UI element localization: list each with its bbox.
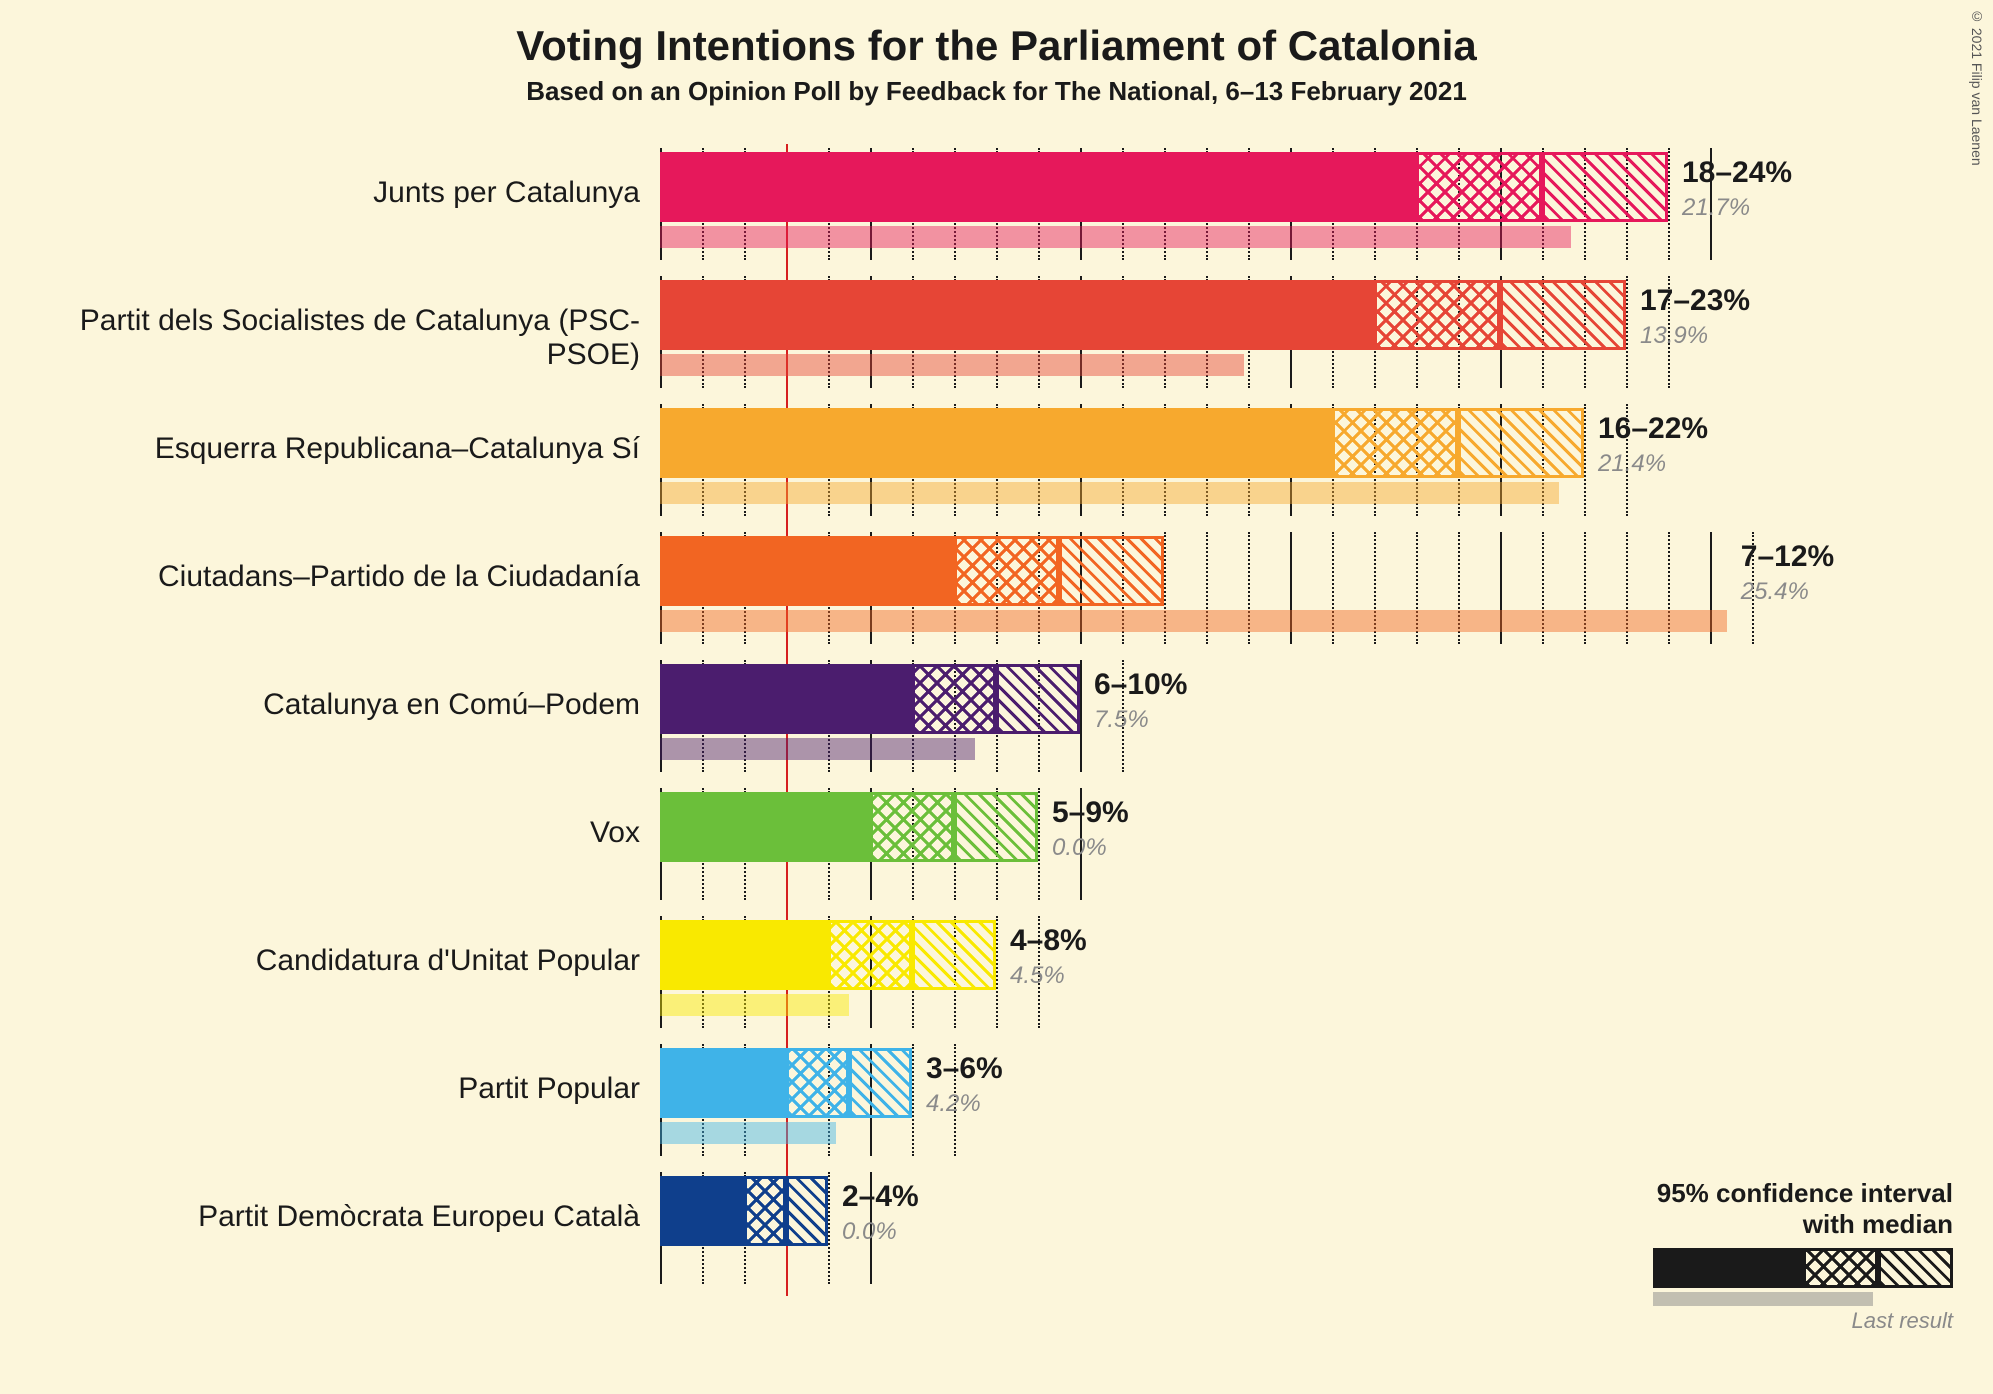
bar-solid — [660, 1048, 786, 1118]
range-label: 4–8% — [1010, 924, 1087, 958]
bar-crosshatch — [1416, 152, 1542, 222]
party-row: Junts per Catalunya 18–24% 21.7% — [0, 144, 1993, 272]
bar-crosshatch — [786, 1048, 849, 1118]
party-label: Candidatura d'Unitat Popular — [256, 944, 640, 978]
legend-diagonal — [1878, 1248, 1953, 1288]
bar-solid — [660, 152, 1416, 222]
party-label: Partit Demòcrata Europeu Català — [198, 1200, 640, 1234]
bar-last-result — [660, 226, 1571, 248]
legend-solid — [1653, 1248, 1803, 1288]
minor-gridline — [1668, 148, 1672, 260]
range-label: 6–10% — [1094, 668, 1187, 702]
bar-diagonal — [912, 920, 996, 990]
bar-crosshatch — [1332, 408, 1458, 478]
legend-title-line2: with median — [1803, 1209, 1953, 1239]
bar-last-result — [660, 482, 1559, 504]
last-result-label: 0.0% — [842, 1218, 897, 1246]
bar-crosshatch — [912, 664, 996, 734]
bar-diagonal — [1542, 152, 1668, 222]
last-result-label: 4.2% — [926, 1090, 981, 1118]
minor-gridline — [1584, 404, 1588, 516]
bar-crosshatch — [870, 792, 954, 862]
party-row: Candidatura d'Unitat Popular 4–8% 4.5% — [0, 912, 1993, 1040]
bar-diagonal — [1059, 536, 1164, 606]
last-result-label: 7.5% — [1094, 706, 1149, 734]
last-result-label: 21.7% — [1682, 194, 1750, 222]
range-label: 2–4% — [842, 1180, 919, 1214]
range-label: 18–24% — [1682, 156, 1792, 190]
legend-bar — [1653, 1248, 1953, 1288]
party-row: Vox 5–9% 0.0% — [0, 784, 1993, 912]
party-row: Esquerra Republicana–Catalunya Sí 16–22% 2… — [0, 400, 1993, 528]
minor-gridline — [912, 1044, 916, 1156]
party-row: Partit Popular 3–6% 4.2% — [0, 1040, 1993, 1168]
legend: 95% confidence interval with median Last… — [1653, 1178, 1953, 1334]
bar-last-result — [660, 354, 1244, 376]
major-gridline — [1080, 660, 1082, 772]
legend-title: 95% confidence interval with median — [1653, 1178, 1953, 1240]
last-result-label: 4.5% — [1010, 962, 1065, 990]
bar-crosshatch — [828, 920, 912, 990]
party-label: Catalunya en Comú–Podem — [263, 688, 640, 722]
last-result-label: 21.4% — [1598, 450, 1666, 478]
legend-crosshatch — [1803, 1248, 1878, 1288]
bar-diagonal — [1458, 408, 1584, 478]
bar-diagonal — [1500, 280, 1626, 350]
range-label: 7–12% — [1741, 540, 1834, 574]
bar-solid — [660, 664, 912, 734]
bar-last-result — [660, 1122, 836, 1144]
bar-crosshatch — [744, 1176, 786, 1246]
minor-gridline — [1038, 788, 1042, 900]
party-label: Partit dels Socialistes de Catalunya (PS… — [0, 304, 640, 372]
last-result-label: 0.0% — [1052, 834, 1107, 862]
legend-last-bar — [1653, 1292, 1873, 1306]
chart-subtitle: Based on an Opinion Poll by Feedback for… — [0, 76, 1993, 107]
party-label: Junts per Catalunya — [373, 176, 640, 210]
bar-solid — [660, 920, 828, 990]
minor-gridline — [828, 1172, 832, 1284]
party-row: Catalunya en Comú–Podem 6–10% 7.5% — [0, 656, 1993, 784]
range-label: 3–6% — [926, 1052, 1003, 1086]
range-label: 16–22% — [1598, 412, 1708, 446]
bar-diagonal — [786, 1176, 828, 1246]
party-label: Vox — [590, 816, 640, 850]
bar-solid — [660, 1176, 744, 1246]
bar-solid — [660, 792, 870, 862]
legend-title-line1: 95% confidence interval — [1657, 1178, 1953, 1208]
party-row: Ciutadans–Partido de la Ciudadanía 7–12% 2… — [0, 528, 1993, 656]
minor-gridline — [996, 916, 1000, 1028]
minor-gridline — [1626, 276, 1630, 388]
range-label: 5–9% — [1052, 796, 1129, 830]
party-row: Partit dels Socialistes de Catalunya (PS… — [0, 272, 1993, 400]
bar-crosshatch — [954, 536, 1059, 606]
bar-diagonal — [954, 792, 1038, 862]
bar-solid — [660, 536, 954, 606]
bar-crosshatch — [1374, 280, 1500, 350]
party-label: Ciutadans–Partido de la Ciudadanía — [158, 560, 640, 594]
party-label: Partit Popular — [458, 1072, 640, 1106]
bar-diagonal — [849, 1048, 912, 1118]
legend-last-label: Last result — [1653, 1308, 1953, 1334]
bar-last-result — [660, 738, 975, 760]
bar-last-result — [660, 994, 849, 1016]
bar-diagonal — [996, 664, 1080, 734]
bar-last-result — [660, 610, 1727, 632]
range-label: 17–23% — [1640, 284, 1750, 318]
bar-solid — [660, 408, 1332, 478]
last-result-label: 13.9% — [1640, 322, 1708, 350]
last-result-label: 25.4% — [1741, 578, 1809, 606]
chart-title: Voting Intentions for the Parliament of … — [0, 22, 1993, 70]
bar-solid — [660, 280, 1374, 350]
party-label: Esquerra Republicana–Catalunya Sí — [155, 432, 640, 466]
